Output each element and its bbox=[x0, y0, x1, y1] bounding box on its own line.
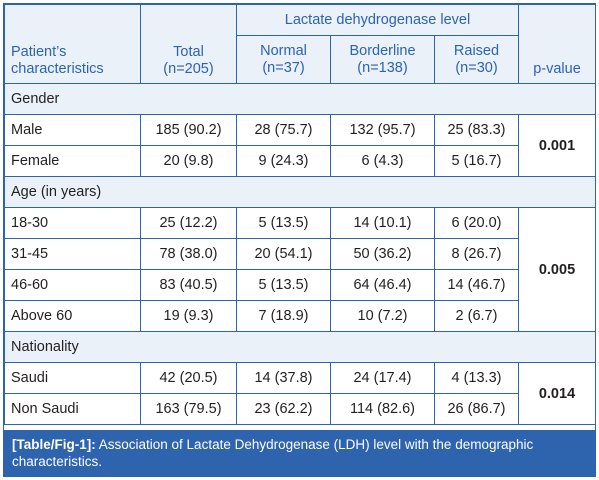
cell-total: 83 (40.5) bbox=[140, 269, 237, 301]
cell-pvalue: 0.005 bbox=[518, 207, 596, 332]
col-header-total: Total (n=205) bbox=[140, 4, 237, 84]
cell-normal: 14 (37.8) bbox=[236, 362, 331, 394]
cell-normal: 5 (13.5) bbox=[236, 269, 331, 301]
col-header-total-line2: (n=205) bbox=[163, 61, 214, 77]
cell-normal: 9 (24.3) bbox=[236, 145, 331, 177]
table-row: 46-60 83 (40.5) 5 (13.5) 64 (46.4) 14 (4… bbox=[4, 269, 596, 301]
section-row-nationality: Nationality bbox=[4, 331, 596, 363]
section-title: Gender bbox=[4, 83, 596, 115]
col-header-raised-line1: Raised bbox=[453, 42, 500, 59]
section-row-gender: Gender bbox=[4, 83, 596, 115]
cell-borderline: 10 (7.2) bbox=[330, 300, 435, 332]
cell-pvalue: 0.001 bbox=[518, 114, 596, 177]
cell-borderline: 50 (36.2) bbox=[330, 238, 435, 270]
section-title: Age (in years) bbox=[4, 176, 596, 208]
cell-total: 42 (20.5) bbox=[140, 362, 237, 394]
row-label: Non Saudi bbox=[4, 393, 141, 425]
table-row: 18-30 25 (12.2) 5 (13.5) 14 (10.1) 6 (20… bbox=[4, 207, 596, 332]
row-label: Female bbox=[4, 145, 141, 177]
table-row: Above 60 19 (9.3) 7 (18.9) 10 (7.2) 2 (6… bbox=[4, 300, 596, 332]
cell-borderline: 114 (82.6) bbox=[330, 393, 435, 425]
cell-borderline: 6 (4.3) bbox=[330, 145, 435, 177]
cell-pvalue: 0.014 bbox=[518, 362, 596, 425]
cell-total: 19 (9.3) bbox=[140, 300, 237, 332]
table-figure: Patient’s characteristics Total (n=205) … bbox=[3, 3, 596, 477]
col-header-borderline: Borderline (n=138) bbox=[330, 35, 435, 84]
row-label: Male bbox=[4, 114, 141, 146]
col-header-characteristics-line1: Patient’s bbox=[11, 44, 67, 60]
row-label: 31-45 bbox=[4, 238, 141, 270]
cell-raised: 6 (20.0) bbox=[434, 207, 519, 239]
cell-borderline: 14 (10.1) bbox=[330, 207, 435, 239]
cell-raised: 14 (46.7) bbox=[434, 269, 519, 301]
table-row: Saudi 42 (20.5) 14 (37.8) 24 (17.4) 4 (1… bbox=[4, 362, 596, 425]
table-row: 31-45 78 (38.0) 20 (54.1) 50 (36.2) 8 (2… bbox=[4, 238, 596, 270]
cell-total: 25 (12.2) bbox=[140, 207, 237, 239]
col-header-raised: Raised (n=30) bbox=[434, 35, 519, 84]
cell-total: 185 (90.2) bbox=[140, 114, 237, 146]
cell-normal: 5 (13.5) bbox=[236, 207, 331, 239]
col-header-borderline-line1: Borderline bbox=[349, 42, 416, 59]
col-header-normal: Normal (n=37) bbox=[236, 35, 331, 84]
col-header-pvalue: p-value bbox=[518, 4, 596, 84]
cell-borderline: 24 (17.4) bbox=[330, 362, 435, 394]
cell-total: 78 (38.0) bbox=[140, 238, 237, 270]
cell-raised: 5 (16.7) bbox=[434, 145, 519, 177]
caption-text: Association of Lactate Dehydrogenase (LD… bbox=[12, 437, 534, 469]
row-label: Above 60 bbox=[4, 300, 141, 332]
cell-raised: 4 (13.3) bbox=[434, 362, 519, 394]
col-header-raised-line2: (n=30) bbox=[455, 59, 498, 76]
cell-normal: 28 (75.7) bbox=[236, 114, 331, 146]
cell-raised: 26 (86.7) bbox=[434, 393, 519, 425]
caption-label: [Table/Fig-1]: bbox=[12, 437, 96, 452]
row-label: Saudi bbox=[4, 362, 141, 394]
cell-total: 163 (79.5) bbox=[140, 393, 237, 425]
table-row: Female 20 (9.8) 9 (24.3) 6 (4.3) 5 (16.7… bbox=[4, 145, 596, 177]
ldh-table: Patient’s characteristics Total (n=205) … bbox=[4, 4, 596, 425]
col-header-normal-line2: (n=37) bbox=[262, 59, 305, 76]
col-group-ldh-level: Lactate dehydrogenase level bbox=[236, 4, 519, 36]
row-label: 46-60 bbox=[4, 269, 141, 301]
col-header-normal-line1: Normal bbox=[260, 42, 307, 59]
table-row: Male 185 (90.2) 28 (75.7) 132 (95.7) 25 … bbox=[4, 114, 596, 177]
col-header-total-line1: Total bbox=[173, 44, 204, 60]
cell-raised: 8 (26.7) bbox=[434, 238, 519, 270]
cell-normal: 23 (62.2) bbox=[236, 393, 331, 425]
cell-normal: 20 (54.1) bbox=[236, 238, 331, 270]
figure-caption: [Table/Fig-1]: Association of Lactate De… bbox=[4, 430, 595, 476]
cell-total: 20 (9.8) bbox=[140, 145, 237, 177]
cell-raised: 2 (6.7) bbox=[434, 300, 519, 332]
cell-borderline: 64 (46.4) bbox=[330, 269, 435, 301]
cell-raised: 25 (83.3) bbox=[434, 114, 519, 146]
col-header-borderline-line2: (n=138) bbox=[357, 59, 408, 76]
cell-borderline: 132 (95.7) bbox=[330, 114, 435, 146]
row-label: 18-30 bbox=[4, 207, 141, 239]
col-header-characteristics-line2: characteristics bbox=[11, 61, 104, 77]
cell-normal: 7 (18.9) bbox=[236, 300, 331, 332]
table-row: Non Saudi 163 (79.5) 23 (62.2) 114 (82.6… bbox=[4, 393, 596, 425]
section-row-age: Age (in years) bbox=[4, 176, 596, 208]
section-title: Nationality bbox=[4, 331, 596, 363]
col-header-characteristics: Patient’s characteristics bbox=[4, 4, 141, 84]
